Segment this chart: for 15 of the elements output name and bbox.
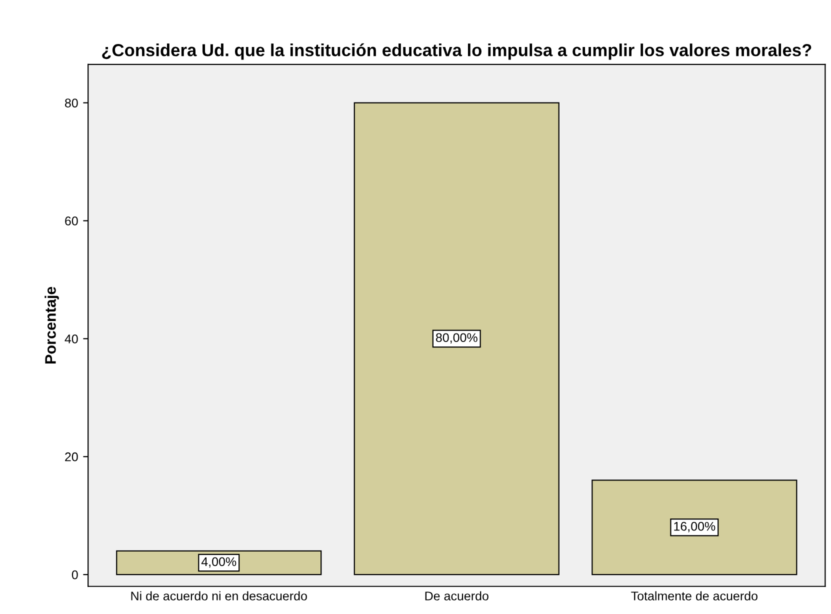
bar — [592, 480, 798, 576]
y-tick-label: 20 — [65, 452, 78, 462]
chart-title: ¿Considera Ud. que la institución educativa lo impulsa a cumplir los valores morales? — [102, 43, 812, 60]
y-axis-title: Porcentaje — [44, 286, 59, 364]
y-tick-label: 60 — [65, 216, 78, 226]
x-tick-label: Totalmente de acuerdo — [631, 591, 758, 600]
y-tick-label: 0 — [72, 570, 78, 580]
y-tick-label: 80 — [65, 98, 78, 108]
bar — [354, 102, 560, 576]
data-label: 4,00% — [201, 557, 236, 568]
x-tick-label: De acuerdo — [425, 591, 488, 600]
data-label: 16,00% — [674, 522, 716, 532]
y-tick-label: 40 — [64, 334, 78, 344]
data-label: 80,00% — [436, 333, 478, 344]
x-tick-label: Ni de acuerdo ni en desacuerdo — [131, 591, 307, 600]
